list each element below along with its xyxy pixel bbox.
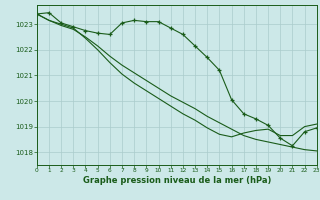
X-axis label: Graphe pression niveau de la mer (hPa): Graphe pression niveau de la mer (hPa): [83, 176, 271, 185]
